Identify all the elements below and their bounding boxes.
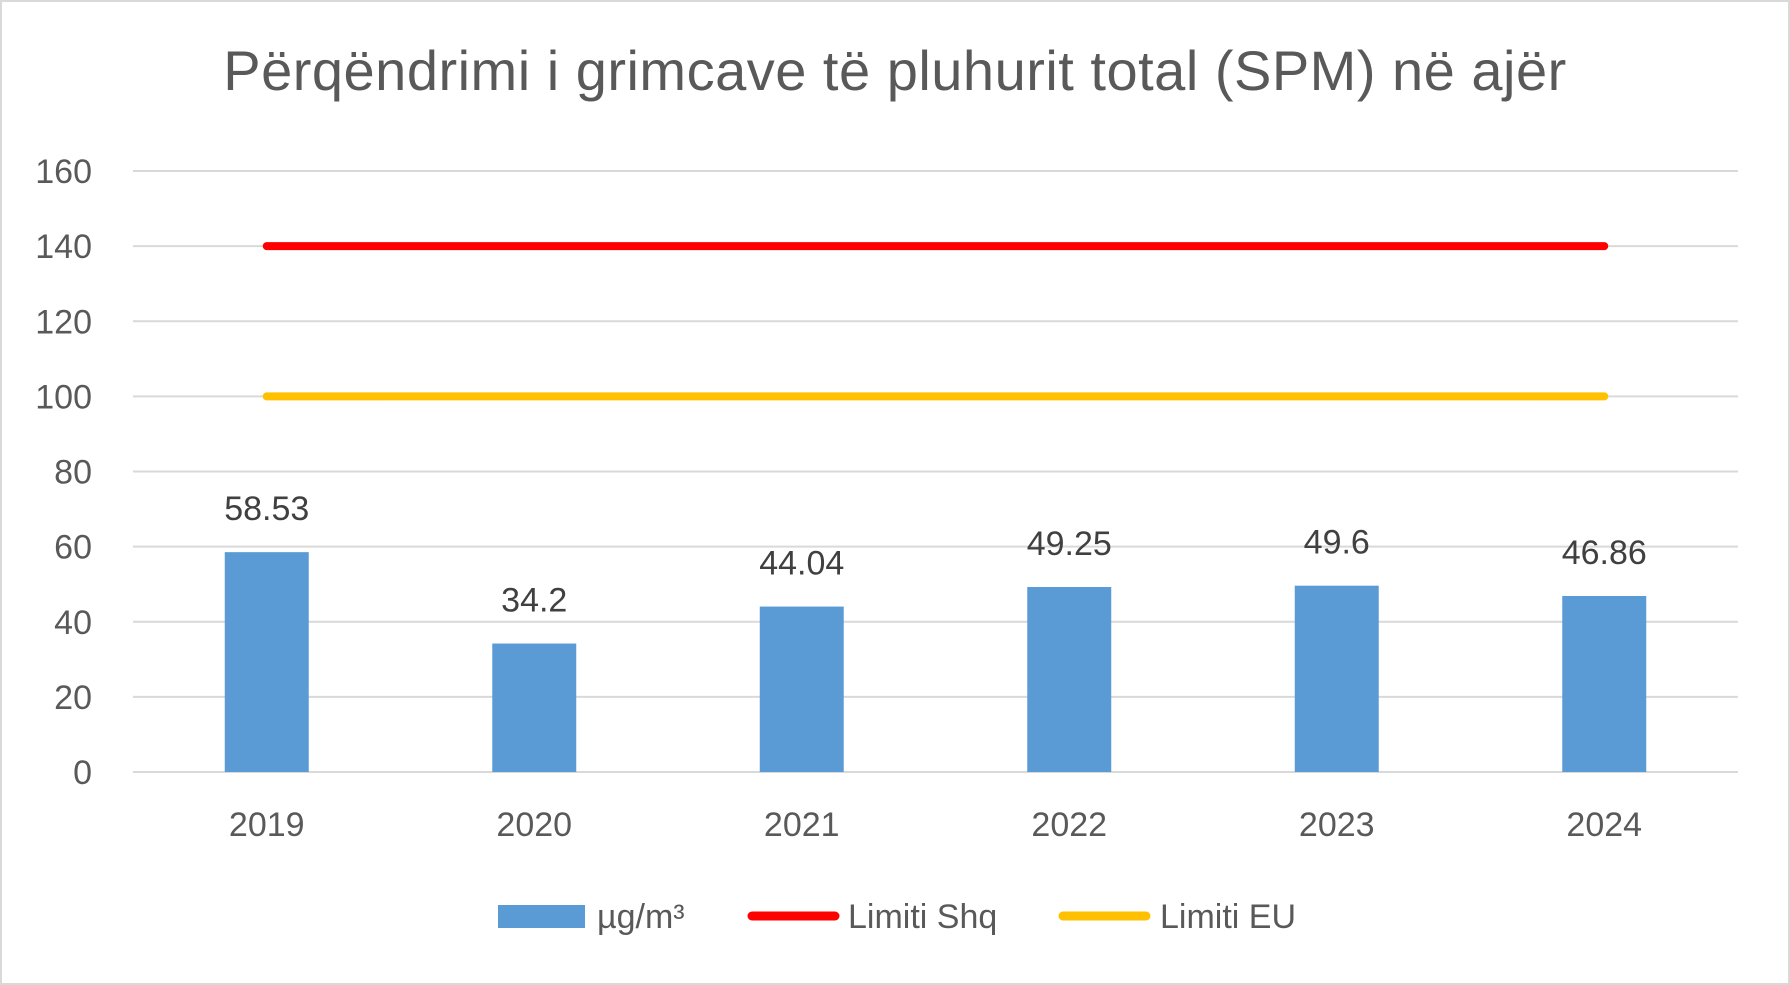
legend-entry-label: µg/m³ bbox=[597, 898, 685, 936]
y-tick-label: 80 bbox=[54, 454, 92, 492]
y-tick-label: 20 bbox=[54, 679, 92, 717]
y-tick-label: 100 bbox=[35, 378, 92, 416]
x-tick-label: 2024 bbox=[1566, 806, 1642, 844]
bar-2020 bbox=[492, 643, 577, 772]
y-tick-label: 160 bbox=[35, 153, 92, 191]
x-tick-label: 2021 bbox=[764, 806, 840, 844]
legend-entry-label: Limiti Shq bbox=[848, 898, 997, 936]
y-tick-label: 60 bbox=[54, 529, 92, 567]
chart-title: Përqëndrimi i grimcave të pluhurit total… bbox=[223, 39, 1567, 102]
legend: µg/m³ Limiti Shq Limiti EU bbox=[498, 898, 1296, 936]
y-axis-tick-labels: 0 20 40 60 80 100 120 140 160 bbox=[35, 153, 92, 792]
x-tick-label: 2020 bbox=[496, 806, 572, 844]
line-series bbox=[262, 242, 1609, 401]
legend-swatch-bar bbox=[498, 905, 585, 928]
data-label-2019: 58.53 bbox=[224, 490, 309, 528]
x-tick-label: 2023 bbox=[1299, 806, 1375, 844]
data-labels: 58.53 34.2 44.04 49.25 49.6 46.86 bbox=[224, 490, 1647, 619]
data-label-2023: 49.6 bbox=[1304, 524, 1370, 562]
y-tick-label: 40 bbox=[54, 604, 92, 642]
data-label-2021: 44.04 bbox=[759, 545, 844, 583]
y-tick-label: 0 bbox=[73, 754, 92, 792]
bar-2023 bbox=[1294, 585, 1379, 772]
y-tick-label: 140 bbox=[35, 228, 92, 266]
bar-2024 bbox=[1562, 595, 1647, 772]
data-label-2024: 46.86 bbox=[1562, 534, 1647, 572]
legend-entry-label: Limiti EU bbox=[1160, 898, 1296, 936]
x-tick-label: 2019 bbox=[229, 806, 305, 844]
gridlines bbox=[133, 170, 1738, 773]
data-label-2020: 34.2 bbox=[501, 582, 567, 620]
x-axis-tick-labels: 2019 2020 2021 2022 2023 2024 bbox=[229, 806, 1642, 844]
y-tick-label: 120 bbox=[35, 303, 92, 341]
bar-2019 bbox=[224, 552, 309, 772]
bar-2021 bbox=[759, 606, 844, 772]
bar-series bbox=[224, 552, 1647, 772]
x-tick-label: 2022 bbox=[1031, 806, 1107, 844]
bar-2022 bbox=[1027, 587, 1112, 772]
data-label-2022: 49.25 bbox=[1027, 525, 1112, 563]
